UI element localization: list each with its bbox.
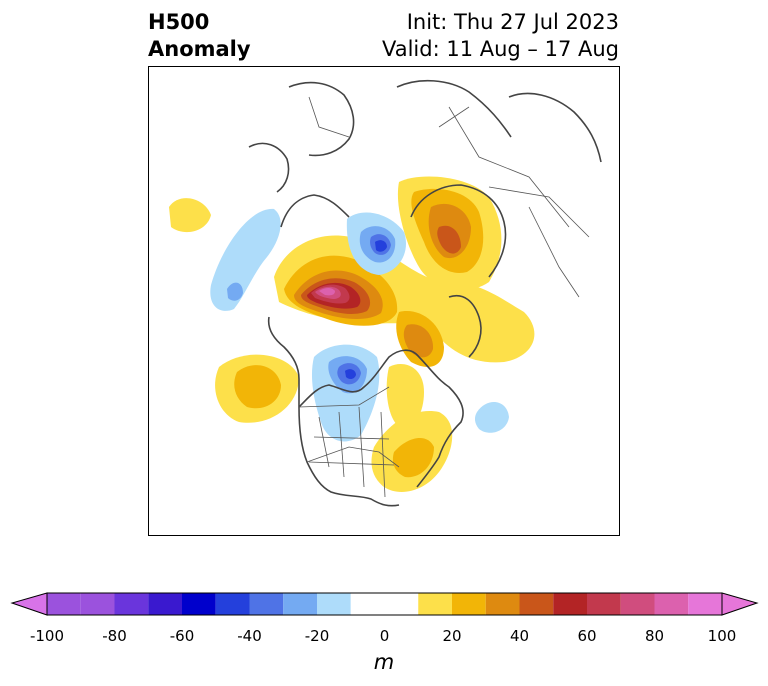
title-field: Anomaly <box>148 37 251 61</box>
colorbar-bin-8 <box>317 593 351 615</box>
colorbar-tick-label: 40 <box>509 627 530 645</box>
colorbar-extend-high <box>721 592 759 616</box>
colorbar-extend-low <box>10 592 48 616</box>
colorbar-tick-label: 80 <box>644 627 665 645</box>
positive-anomaly-core <box>234 188 484 478</box>
colorbar-bin-16 <box>620 593 655 615</box>
colorbar-tick-label: -80 <box>102 627 127 645</box>
colorbar-bin-9 <box>350 593 419 615</box>
colorbar-bin-14 <box>553 593 587 615</box>
map-canvas <box>169 79 602 507</box>
anomaly-map <box>148 66 620 536</box>
colorbar-bin-11 <box>452 593 486 615</box>
colorbar-bin-13 <box>519 593 554 615</box>
colorbar-tick-label: -40 <box>237 627 262 645</box>
colorbar-bin-1 <box>80 593 115 615</box>
title-variable: H500 <box>148 10 210 34</box>
chart-title-right: Init: Thu 27 Jul 2023 Valid: 11 Aug – 17… <box>382 9 619 63</box>
colorbar-bin-10 <box>418 593 452 615</box>
colorbar-tick-label: 20 <box>442 627 462 645</box>
colorbar-tick-label: -60 <box>169 627 195 645</box>
colorbar-bin-2 <box>114 593 149 615</box>
colorbar-tick-label: -100 <box>29 627 65 645</box>
valid-period: Valid: 11 Aug – 17 Aug <box>381 37 619 61</box>
colorbar-bin-5 <box>215 593 250 615</box>
colorbar-bin-7 <box>283 593 317 615</box>
colorbar-bin-4 <box>182 593 216 615</box>
colorbar-tick-label: 100 <box>707 627 737 645</box>
colorbar-bin-3 <box>148 593 182 615</box>
chart-title-left: H500 Anomaly <box>148 9 251 63</box>
init-time: Init: Thu 27 Jul 2023 <box>406 10 619 34</box>
colorbar-bin-0 <box>47 593 81 615</box>
colorbar-tick-label: 0 <box>379 627 390 645</box>
colorbar-bin-6 <box>249 593 284 615</box>
negative-anomaly-layer <box>210 208 509 442</box>
colorbar-bin-18 <box>688 593 722 615</box>
coastlines <box>248 79 602 507</box>
colorbar <box>10 592 759 616</box>
colorbar-tick-label: 60 <box>577 627 597 645</box>
colorbar-bin-17 <box>654 593 689 615</box>
colorbar-bin-12 <box>485 593 520 615</box>
colorbar-tick-label: -20 <box>304 627 330 645</box>
colorbar-bin-15 <box>587 593 621 615</box>
country-borders <box>298 96 590 498</box>
colorbar-unit-label: m <box>373 650 395 674</box>
